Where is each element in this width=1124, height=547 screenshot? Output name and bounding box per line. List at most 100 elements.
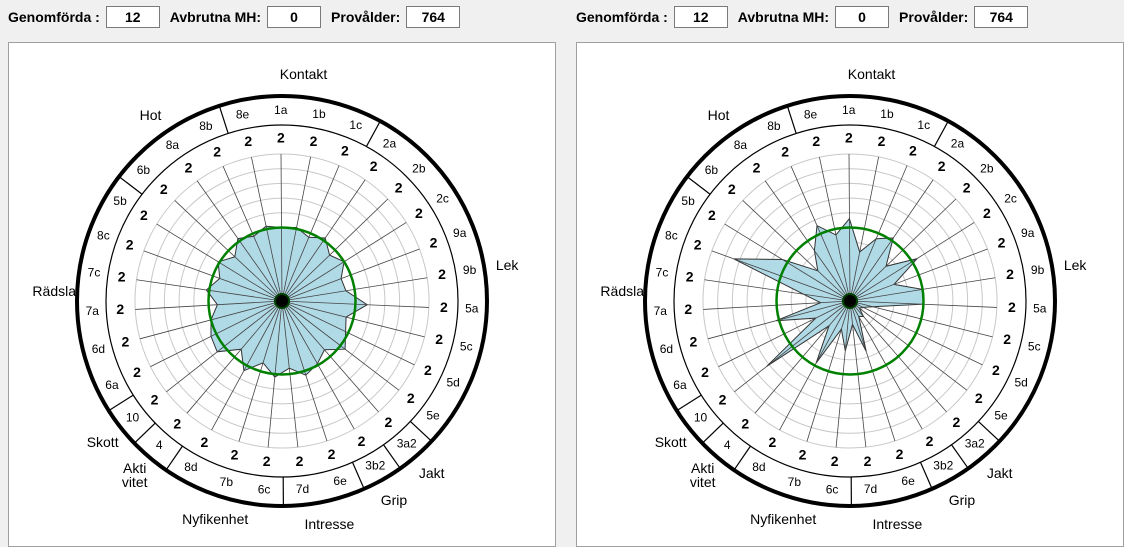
group-label: Grip: [948, 491, 976, 508]
item-code: 6d: [660, 342, 673, 356]
item-value: 2: [435, 331, 443, 347]
item-code: 7d: [296, 482, 309, 496]
reference-circle: [207, 226, 357, 376]
item-code: 9a: [1021, 226, 1035, 240]
group-divider: [701, 422, 724, 444]
item-code: 1c: [917, 118, 930, 132]
item-code: 5d: [446, 376, 459, 390]
group-label: Rädsla: [32, 282, 77, 299]
chart-box: 2 8e 2 1a 2 1b 2 1c 2 2a 2 2b 2 2c 2 9a 2 9b 2 5a 2 5c 2 5d 2 5e 2…: [8, 42, 556, 547]
item-value: 2: [370, 158, 378, 174]
item-code: 7c: [656, 266, 669, 280]
item-value: 2: [768, 434, 776, 450]
item-value: 2: [200, 434, 208, 450]
group-label: Kontakt: [279, 66, 328, 83]
item-code: 3a2: [397, 436, 417, 450]
group-label: Lek: [495, 256, 519, 273]
item-value: 2: [116, 301, 124, 317]
group-label: Hot: [707, 106, 730, 123]
group-divider: [133, 422, 156, 444]
item-value: 2: [430, 234, 438, 250]
panel: Genomförda : 12 Avbrutna MH: 0 Provålder: 764…: [568, 0, 1124, 547]
item-value: 2: [781, 143, 789, 159]
grid-ring: [761, 212, 939, 390]
item-code: 2b: [412, 161, 426, 175]
group-divider: [351, 462, 365, 490]
item-code: 1a: [274, 103, 288, 117]
item-code: 8a: [734, 138, 748, 152]
item-value: 2: [983, 205, 991, 221]
item-value: 2: [708, 207, 716, 223]
group-label: Hot: [139, 106, 162, 123]
group-divider: [218, 105, 229, 134]
item-value: 2: [694, 236, 702, 252]
item-value: 2: [341, 142, 349, 158]
item-value: 2: [686, 268, 694, 284]
item-value: 2: [753, 159, 761, 175]
item-code: 2a: [383, 136, 397, 150]
grid-ring: [702, 153, 998, 449]
item-value: 2: [407, 390, 415, 406]
item-code: 9b: [1031, 263, 1045, 277]
field-value: 764: [406, 6, 461, 28]
item-value: 2: [728, 181, 736, 197]
item-code: 1a: [842, 103, 856, 117]
group-divider: [108, 394, 134, 412]
group-divider: [977, 420, 1000, 442]
chart-box: 2 8e 2 1a 2 1b 2 1c 2 2a 2 2b 2 2c 2 9a 2 9b 2 5a 2 5c 2 5d 2 5e 2…: [576, 42, 1124, 547]
group-divider: [733, 445, 751, 471]
item-value: 2: [952, 414, 960, 430]
item-code: 7c: [88, 266, 101, 280]
group-divider: [165, 445, 183, 471]
item-code: 7a: [86, 304, 100, 318]
item-value: 2: [975, 390, 983, 406]
item-code: 8b: [767, 119, 781, 133]
item-code: 9a: [453, 226, 467, 240]
group-label: Kontakt: [847, 66, 896, 83]
item-code: 7b: [220, 475, 234, 489]
item-value: 2: [415, 205, 423, 221]
item-code: 6a: [105, 378, 119, 392]
item-value: 2: [296, 453, 304, 469]
item-value: 2: [831, 453, 839, 469]
outer-ring: [643, 94, 1057, 508]
group-divider: [933, 120, 949, 147]
item-value: 2: [140, 207, 148, 223]
grid-ring: [746, 197, 954, 405]
item-value: 2: [690, 333, 698, 349]
header: Genomförda : 12 Avbrutna MH: 0 Provålder: 764: [576, 6, 1038, 28]
item-code: 5e: [426, 408, 440, 422]
inner-ring: [105, 124, 459, 478]
item-value: 2: [263, 453, 271, 469]
item-value: 2: [151, 392, 159, 408]
item-value: 2: [998, 234, 1006, 250]
item-code: 6c: [258, 482, 271, 496]
item-code: 8e: [804, 107, 818, 121]
item-value: 2: [1003, 331, 1011, 347]
reference-circle: [775, 226, 925, 376]
item-value: 2: [1006, 266, 1014, 282]
item-value: 2: [244, 133, 252, 149]
item-value: 2: [992, 362, 1000, 378]
item-code: 1b: [880, 107, 894, 121]
group-divider: [383, 444, 401, 469]
field-label: Provålder:: [899, 9, 969, 25]
outer-ring: [75, 94, 489, 508]
group-label: Intresse: [872, 516, 923, 533]
grid-ring: [717, 168, 983, 434]
item-code: 5a: [465, 302, 479, 316]
group-label: Nyfikenhet: [182, 510, 249, 527]
item-value: 2: [160, 181, 168, 197]
item-code: 8d: [752, 460, 765, 474]
item-value: 2: [277, 130, 285, 146]
item-code: 6c: [826, 482, 839, 496]
group-divider: [686, 176, 711, 195]
item-value: 2: [926, 433, 934, 449]
item-code: 5e: [994, 408, 1008, 422]
item-value: 2: [438, 266, 446, 282]
item-code: 5b: [681, 194, 695, 208]
panel: Genomförda : 12 Avbrutna MH: 0 Provålder: 764…: [0, 0, 556, 547]
field-value: 764: [974, 6, 1029, 28]
item-code: 4: [724, 438, 731, 452]
